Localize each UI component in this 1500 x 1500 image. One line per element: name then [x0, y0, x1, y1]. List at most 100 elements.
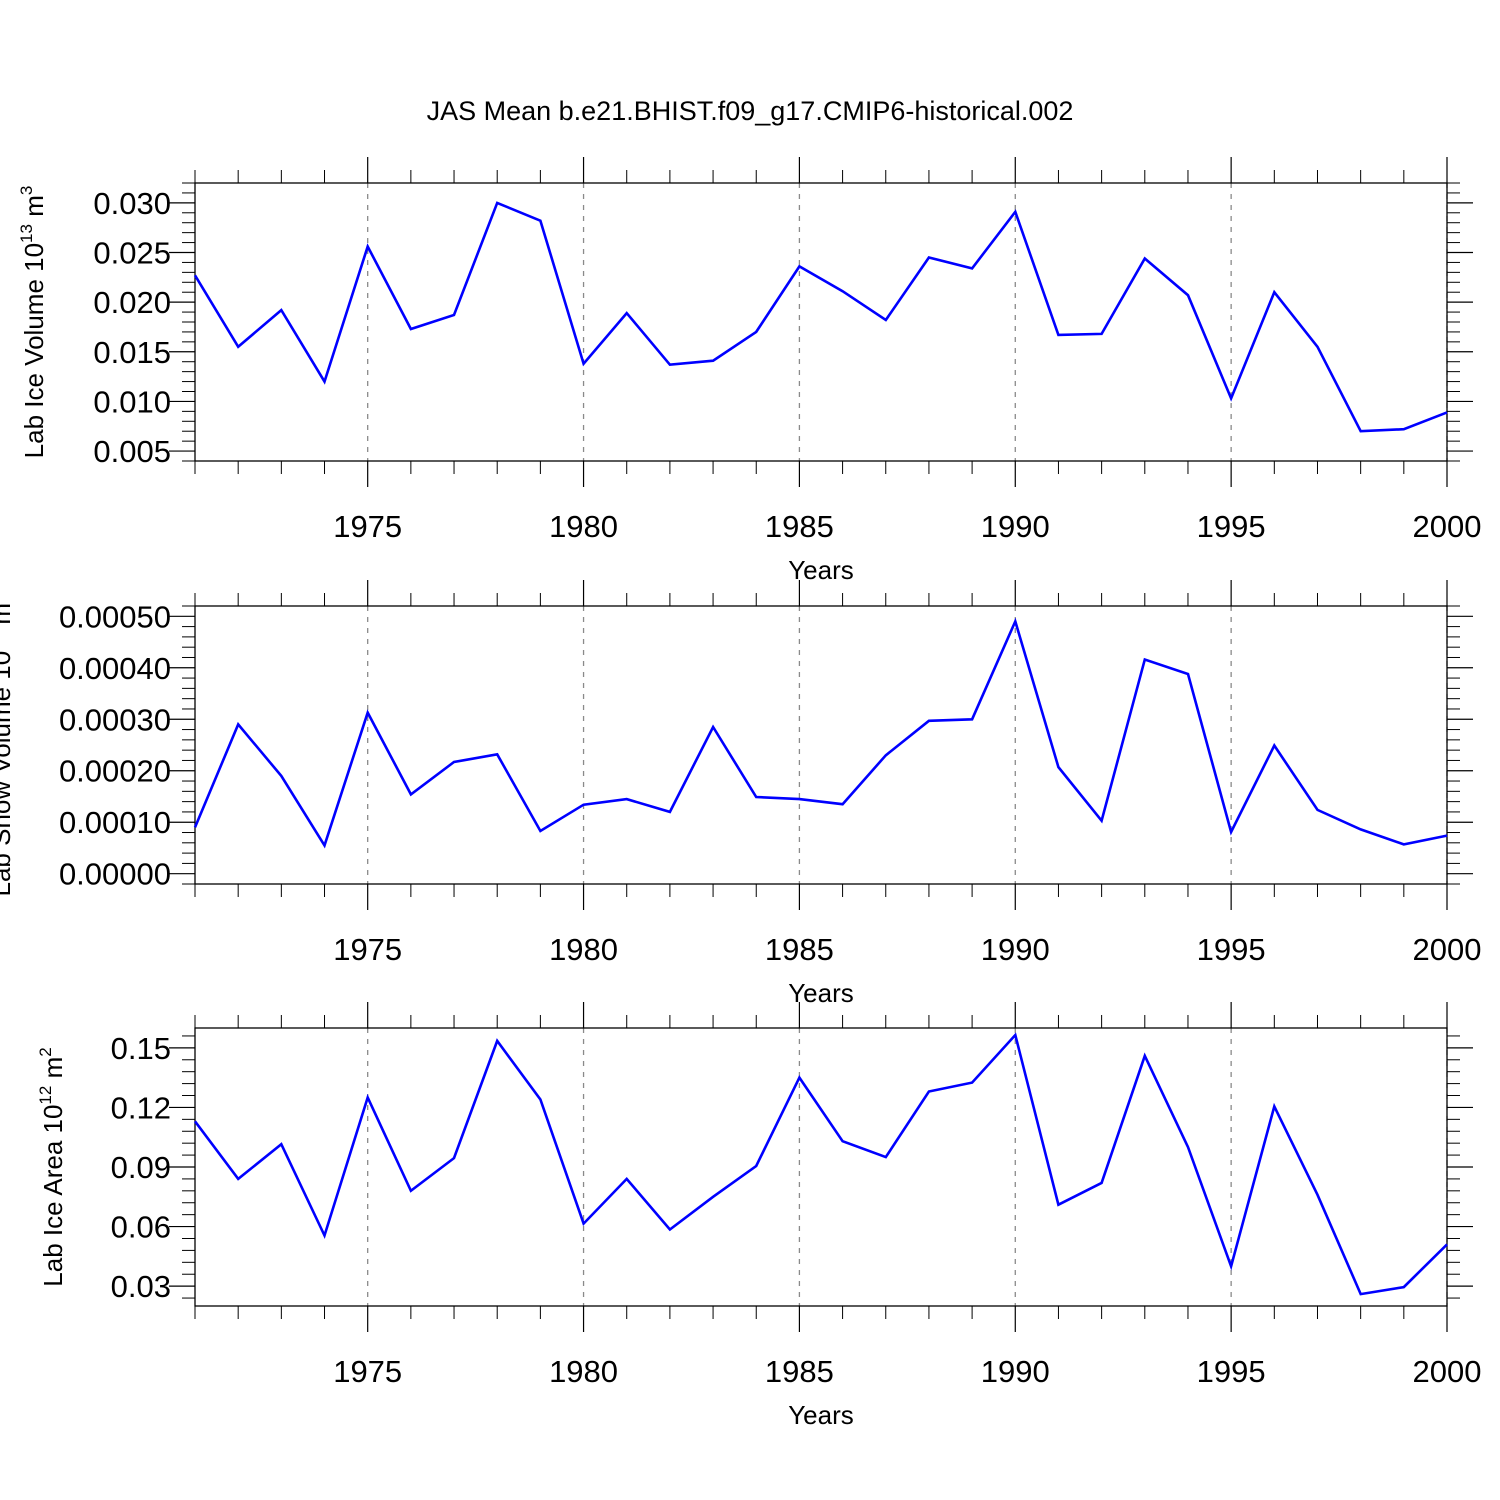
- data-point: [1272, 744, 1276, 748]
- data-point: [1056, 765, 1060, 769]
- data-point: [495, 752, 499, 756]
- x-axis-label: Years: [788, 978, 854, 1008]
- data-point: [1315, 345, 1319, 349]
- data-point: [841, 802, 845, 806]
- data-point: [711, 1195, 715, 1199]
- x-tick-label: 2000: [1413, 1354, 1482, 1389]
- x-tick-label: 1990: [981, 509, 1050, 544]
- data-point: [970, 266, 974, 270]
- data-point: [582, 1222, 586, 1226]
- data-point: [711, 359, 715, 363]
- data-point: [538, 219, 542, 223]
- data-point: [323, 380, 327, 384]
- y-tick-label: 0.00000: [59, 857, 171, 892]
- x-tick-label: 1985: [765, 509, 834, 544]
- data-point: [625, 1177, 629, 1181]
- y-axis-label: Lab Ice Volume 1013 m3: [17, 186, 49, 459]
- data-point: [797, 797, 801, 801]
- x-tick-label: 1975: [333, 1354, 402, 1389]
- data-point: [1445, 410, 1449, 414]
- data-point: [452, 313, 456, 317]
- data-point: [409, 792, 413, 796]
- x-tick-label: 1990: [981, 1354, 1050, 1389]
- x-tick-label: 1990: [981, 932, 1050, 967]
- data-point: [927, 255, 931, 259]
- y-tick-label: 0.00050: [59, 599, 171, 634]
- data-point: [236, 1177, 240, 1181]
- data-point: [754, 1164, 758, 1168]
- data-point: [193, 273, 197, 277]
- data-point: [279, 1142, 283, 1146]
- y-axis-label: Lab Ice Area 1012 m2: [36, 1047, 68, 1286]
- data-point: [193, 825, 197, 829]
- data-point: [279, 308, 283, 312]
- series-line: [193, 201, 1448, 433]
- data-point: [711, 725, 715, 729]
- data-point: [1272, 1104, 1276, 1108]
- data-point: [1056, 333, 1060, 337]
- data-point: [668, 1228, 672, 1232]
- data-point: [1315, 1193, 1319, 1197]
- data-point: [1229, 1264, 1233, 1268]
- y-tick-label: 0.005: [93, 434, 171, 469]
- y-tick-label: 0.015: [93, 335, 171, 370]
- data-point: [1143, 1054, 1147, 1058]
- data-point: [1013, 1033, 1017, 1037]
- x-tick-label: 1980: [549, 509, 618, 544]
- data-point: [1013, 210, 1017, 214]
- data-point: [366, 245, 370, 249]
- data-point: [884, 753, 888, 757]
- data-point: [884, 1155, 888, 1159]
- x-axis-label: Years: [788, 555, 854, 585]
- data-point: [1013, 619, 1017, 623]
- data-point: [323, 843, 327, 847]
- data-point: [625, 311, 629, 315]
- figure-title: JAS Mean b.e21.BHIST.f09_g17.CMIP6-histo…: [427, 96, 1074, 126]
- y-tick-label: 0.010: [93, 384, 171, 419]
- y-tick-label: 0.025: [93, 236, 171, 271]
- data-point: [841, 1139, 845, 1143]
- series-line: [193, 1032, 1448, 1296]
- data-point: [1186, 293, 1190, 297]
- y-tick-label: 0.12: [111, 1090, 171, 1125]
- y-tick-label: 0.03: [111, 1269, 171, 1304]
- data-point: [452, 760, 456, 764]
- data-point: [797, 264, 801, 268]
- data-point: [1315, 808, 1319, 812]
- x-tick-label: 2000: [1413, 509, 1482, 544]
- x-tick-label: 1975: [333, 509, 402, 544]
- data-point: [1143, 256, 1147, 260]
- data-point: [1100, 819, 1104, 823]
- x-axis-label: Years: [788, 1400, 854, 1430]
- data-point: [927, 719, 931, 723]
- x-tick-label: 1995: [1197, 509, 1266, 544]
- data-point: [582, 362, 586, 366]
- data-point: [1445, 1242, 1449, 1246]
- data-point: [841, 289, 845, 293]
- data-point: [1359, 429, 1363, 433]
- y-tick-label: 0.06: [111, 1210, 171, 1245]
- data-point: [495, 1039, 499, 1043]
- data-point: [323, 1234, 327, 1238]
- data-point: [1100, 1181, 1104, 1185]
- series-line: [193, 617, 1448, 849]
- data-point: [1056, 1203, 1060, 1207]
- data-point: [1186, 672, 1190, 676]
- data-point: [1445, 834, 1449, 838]
- y-tick-label: 0.09: [111, 1150, 171, 1185]
- chart-panel-2: 0.00000 0.00010 0.00020 0.00030 0.00040 0.000…: [0, 580, 1481, 1008]
- data-point: [1359, 1292, 1363, 1296]
- y-tick-label: 0.00030: [59, 702, 171, 737]
- data-point: [1272, 290, 1276, 294]
- data-point: [538, 829, 542, 833]
- data-point: [1402, 842, 1406, 846]
- y-tick-label: 0.00020: [59, 754, 171, 789]
- data-point: [236, 722, 240, 726]
- data-point: [236, 345, 240, 349]
- data-point: [1143, 658, 1147, 662]
- y-tick-label: 0.030: [93, 186, 171, 221]
- data-point: [193, 1119, 197, 1123]
- data-point: [1359, 827, 1363, 831]
- plot-frame: [194, 182, 1448, 462]
- data-point: [1186, 1145, 1190, 1149]
